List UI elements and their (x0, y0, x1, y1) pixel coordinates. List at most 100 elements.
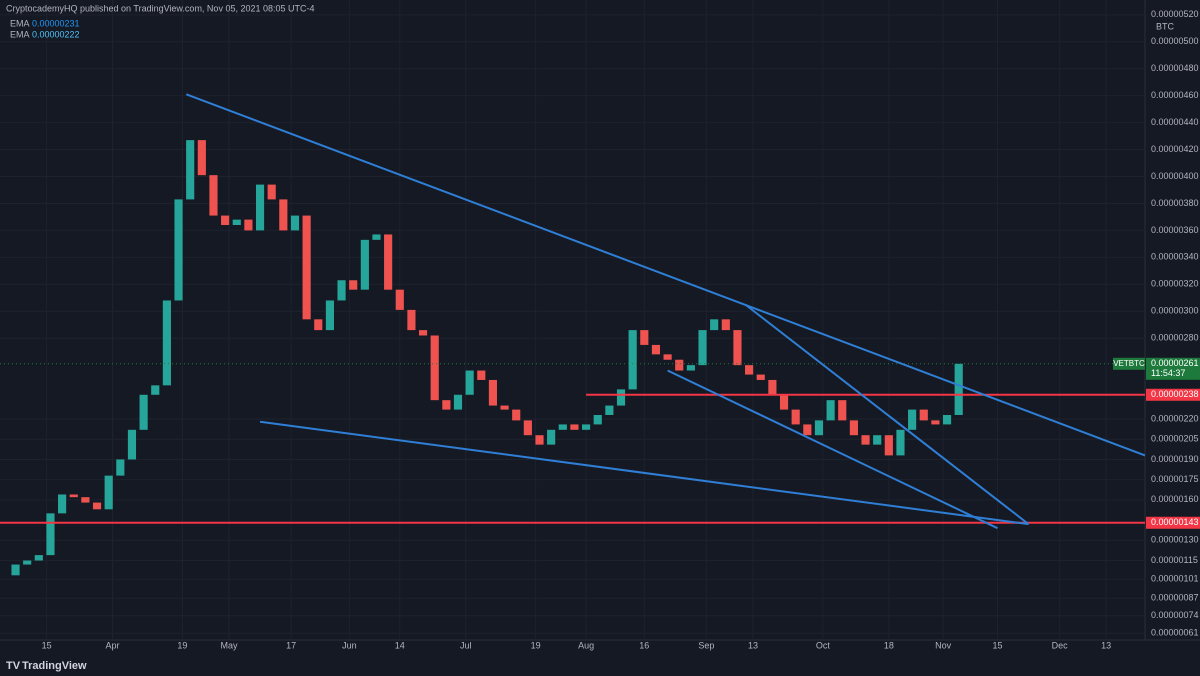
candle (570, 424, 579, 430)
candle (884, 435, 893, 456)
candle (197, 140, 206, 176)
hline-badge (1146, 516, 1200, 529)
x-tick-label: Nov (935, 640, 952, 650)
grid (0, 0, 1145, 640)
candle (523, 420, 532, 436)
candle (186, 140, 195, 200)
candle (488, 379, 498, 406)
trend-line (744, 303, 1030, 525)
candle (430, 335, 439, 401)
candle (11, 564, 20, 576)
y-tick-label: 0.00000360 (1151, 225, 1199, 235)
y-tick-label: 0.00000130 (1151, 535, 1199, 545)
x-tick-label: 15 (42, 640, 52, 650)
candle (209, 175, 218, 216)
y-unit: BTC (1156, 21, 1175, 31)
y-tick-label: 0.00000280 (1151, 333, 1199, 343)
candle (861, 435, 870, 445)
candle (605, 405, 614, 415)
axes: 0.00000061 0.00000074 0.00000087 0.00000101… (42, 9, 1200, 650)
candle (698, 330, 707, 366)
price-badge-label: 0.00000261 (1151, 358, 1199, 368)
candle (651, 344, 661, 355)
candle (139, 394, 148, 430)
x-tick-label: Sep (698, 640, 714, 650)
trend-line (185, 93, 1146, 457)
candle (616, 389, 626, 406)
candle (558, 424, 567, 430)
y-tick-label: 0.00000440 (1151, 117, 1199, 127)
indicator-value: 0.00000222 (32, 29, 80, 39)
candle (954, 363, 963, 415)
candle (267, 184, 276, 200)
candle (663, 354, 672, 360)
symbol-label: VETBTC (1113, 359, 1145, 368)
y-tick-label: 0.00000500 (1151, 36, 1199, 46)
x-tick-label: 19 (177, 640, 187, 650)
candle (92, 502, 102, 510)
candle (535, 435, 544, 445)
candle (279, 199, 288, 231)
candle (162, 300, 171, 386)
hline-badge (1146, 388, 1200, 401)
candle (768, 379, 777, 395)
y-tick-label: 0.00000400 (1151, 171, 1199, 181)
candle (500, 405, 509, 410)
candle (372, 234, 381, 240)
y-tick-label: 0.00000520 (1151, 9, 1199, 19)
candle (593, 414, 602, 425)
candle (58, 494, 67, 514)
candle (931, 420, 940, 425)
y-tick-label: 0.00000160 (1151, 494, 1199, 504)
candle (104, 475, 113, 510)
logo-mark: TV (6, 660, 21, 672)
candle (779, 394, 789, 410)
header: CryptocademyHQ published on TradingView.… (6, 3, 315, 13)
candle (69, 494, 78, 498)
x-tick-label: Aug (578, 640, 594, 650)
candle (23, 560, 32, 565)
trend-line (259, 420, 1029, 526)
candle (360, 239, 369, 290)
x-tick-label: Apr (106, 640, 120, 650)
candle (826, 400, 835, 421)
trend-line (667, 369, 998, 530)
candle (721, 319, 730, 331)
x-tick-label: Jul (460, 640, 472, 650)
candle (337, 280, 346, 301)
candle (46, 513, 55, 556)
x-tick-label: 13 (748, 640, 758, 650)
candle (221, 215, 230, 226)
candle (442, 400, 451, 410)
symbol-badge (1113, 357, 1145, 370)
indicator-value: 0.00000231 (32, 18, 80, 28)
candle (255, 184, 265, 231)
y-tick-label: 0.00000380 (1151, 198, 1199, 208)
candle (453, 394, 463, 410)
y-tick-label: 0.00000205 (1151, 434, 1199, 444)
y-tick-label: 0.00000480 (1151, 63, 1199, 73)
indicator-name: EMA (10, 18, 30, 28)
candle (547, 429, 556, 445)
candle (814, 420, 824, 436)
y-tick-label: 0.00000460 (1151, 90, 1199, 100)
candle (733, 330, 742, 366)
candle (465, 370, 474, 395)
x-tick-label: Oct (816, 640, 831, 650)
price-badge (1146, 357, 1200, 380)
y-tick-label: 0.00000320 (1151, 279, 1199, 289)
candle (395, 289, 404, 310)
candle (838, 400, 847, 421)
x-tick-label: Jun (342, 640, 357, 650)
y-tick-label: 0.00000175 (1151, 474, 1199, 484)
candle (34, 555, 43, 561)
candle (384, 234, 393, 290)
candle (686, 365, 695, 371)
candle (849, 420, 858, 436)
y-tick-label: 0.00000300 (1151, 306, 1199, 316)
candle (302, 215, 311, 320)
candle (756, 374, 765, 380)
y-tick-label: 0.00000101 (1151, 574, 1199, 584)
candle (803, 424, 812, 436)
x-tick-label: 17 (286, 640, 296, 650)
